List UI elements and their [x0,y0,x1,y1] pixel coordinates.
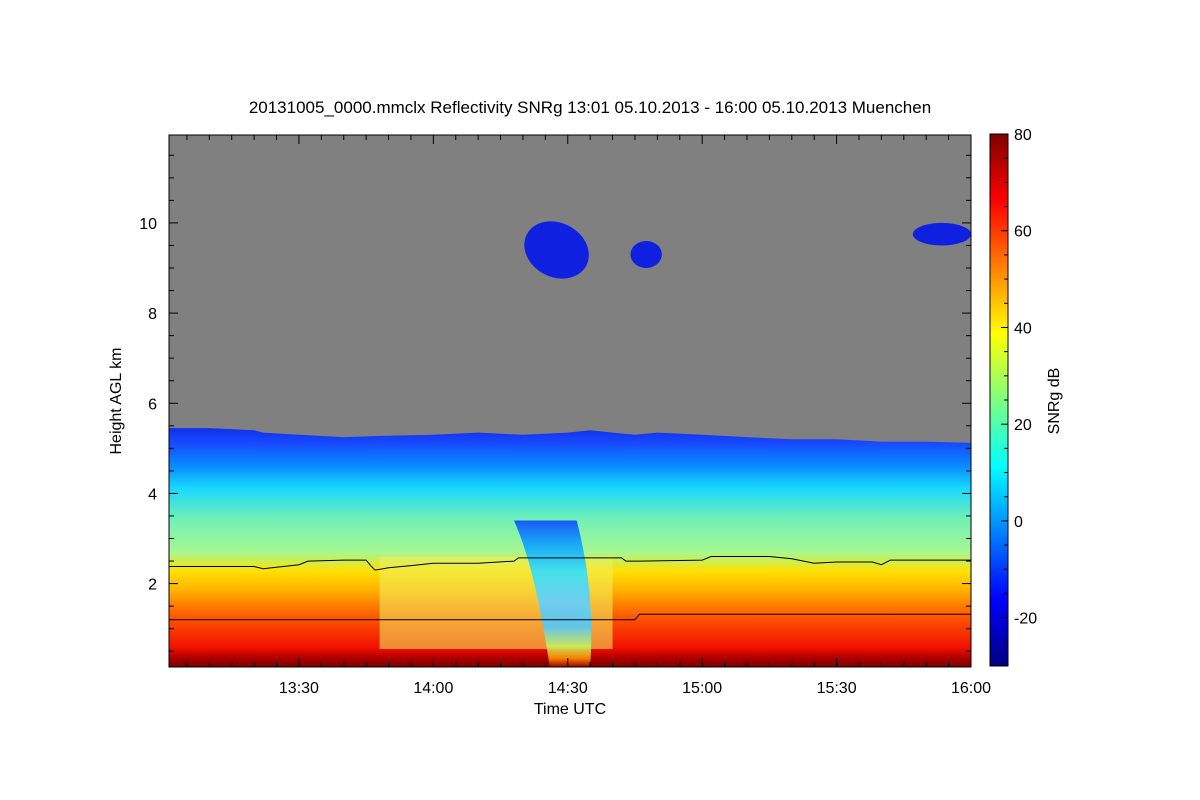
x-tick-label: 13:30 [279,680,319,697]
colorbar-tick-label: 60 [1014,224,1032,241]
upper-cloud-patch [630,240,662,268]
y-tick-label: 2 [148,577,157,594]
x-tick-label: 15:00 [682,680,722,697]
x-tick-label: 14:00 [413,680,453,697]
x-tick-label: 14:30 [548,680,588,697]
plot-area: 13:30 14:00 14:30 15:00 15:30 16:00 2 4 6 8 10 [139,134,991,697]
low-echo-gap [513,520,592,667]
x-tick-label: 16:00 [951,680,991,697]
colorbar-tick-label: 0 [1014,514,1023,531]
colorbar-label: SNRg dB [1046,368,1063,435]
colorbar-tick-label: 40 [1014,320,1032,337]
colorbar-tick-label: 20 [1014,417,1032,434]
y-tick-label: 4 [148,486,157,503]
colorbar-ticks: -20 0 20 40 60 80 [1001,127,1037,643]
x-axis-label: Time UTC [534,701,606,718]
lower-layer-line [169,613,971,621]
colorbar: -20 0 20 40 60 80 SNRg dB [989,127,1063,667]
colorbar-tick-label: -20 [1014,611,1037,628]
colorbar-tick-label: 80 [1014,127,1032,144]
chart-title: 20131005_0000.mmclx Reflectivity SNRg 13… [249,98,931,117]
y-axis: 2 4 6 8 10 [139,154,971,652]
x-tick-label: 15:30 [817,680,857,697]
upper-cloud-patch [524,221,589,279]
x-axis: 13:30 14:00 14:30 15:00 15:30 16:00 [186,135,991,697]
y-axis-label: Height AGL km [108,347,125,454]
cloud-base-line [169,556,971,571]
y-tick-label: 10 [139,216,157,233]
upper-cloud-patch [912,222,971,246]
plot-frame [168,134,972,668]
y-tick-label: 8 [148,306,157,323]
y-tick-label: 6 [148,396,157,413]
